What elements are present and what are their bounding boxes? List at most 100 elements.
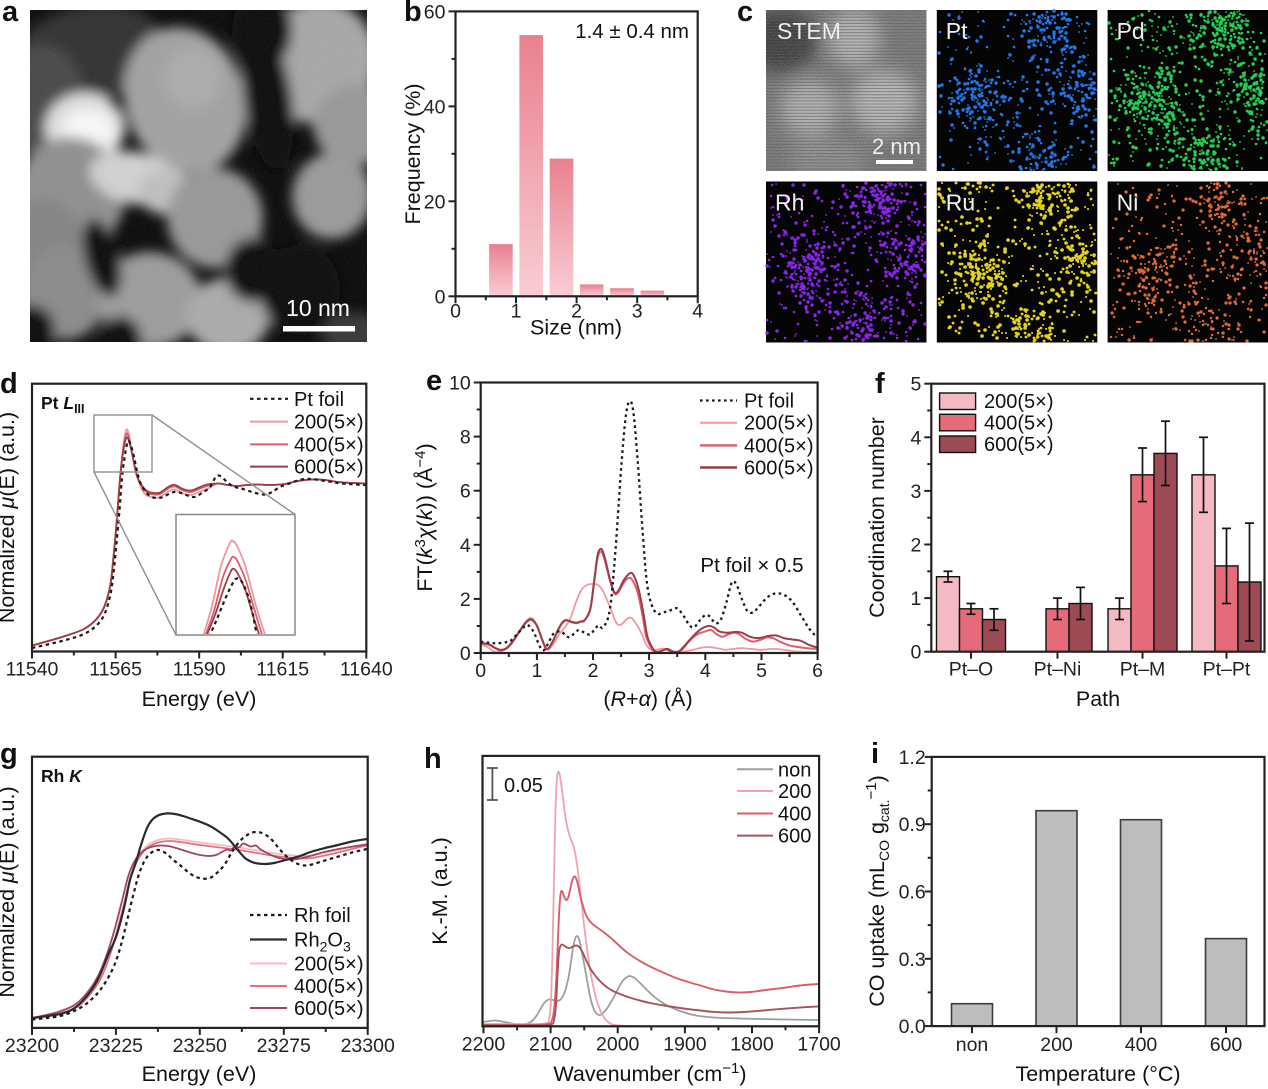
svg-text:11590: 11590 xyxy=(173,659,226,681)
svg-text:600: 600 xyxy=(1210,1034,1243,1056)
svg-text:0.0: 0.0 xyxy=(899,1016,926,1038)
svg-text:e: e xyxy=(426,365,442,397)
svg-text:0: 0 xyxy=(910,642,921,664)
svg-text:non: non xyxy=(778,759,811,781)
svg-text:2: 2 xyxy=(588,660,599,682)
svg-text:1: 1 xyxy=(531,660,542,682)
svg-text:Ni: Ni xyxy=(1117,190,1139,216)
svg-text:10 nm: 10 nm xyxy=(286,295,350,321)
svg-text:4: 4 xyxy=(910,427,921,449)
svg-text:Pt foil: Pt foil xyxy=(744,391,794,413)
svg-text:5: 5 xyxy=(756,660,767,682)
svg-text:Path: Path xyxy=(1076,687,1120,711)
svg-text:400: 400 xyxy=(1125,1034,1158,1056)
svg-text:11540: 11540 xyxy=(6,659,59,681)
svg-text:Pt foil: Pt foil xyxy=(294,389,344,411)
svg-text:0: 0 xyxy=(435,286,446,308)
svg-text:60: 60 xyxy=(424,1,446,23)
svg-text:600: 600 xyxy=(778,826,811,848)
svg-text:(R+α) (Å): (R+α) (Å) xyxy=(603,687,692,711)
svg-text:Rh K: Rh K xyxy=(41,766,83,786)
svg-text:11640: 11640 xyxy=(340,659,393,681)
svg-text:6: 6 xyxy=(460,481,471,503)
svg-text:2: 2 xyxy=(910,535,921,557)
svg-text:400(5×): 400(5×) xyxy=(744,435,814,457)
svg-text:23300: 23300 xyxy=(341,1035,395,1057)
svg-text:Pt LIII: Pt LIII xyxy=(41,393,85,416)
svg-text:2100: 2100 xyxy=(529,1033,573,1055)
svg-text:CO uptake (mLCO gcat.−1): CO uptake (mLCO gcat.−1) xyxy=(863,775,892,1007)
svg-text:0.3: 0.3 xyxy=(899,949,926,971)
svg-text:STEM: STEM xyxy=(777,18,841,44)
svg-text:200(5×): 200(5×) xyxy=(744,413,814,435)
svg-text:600(5×): 600(5×) xyxy=(744,458,814,480)
svg-text:400(5×): 400(5×) xyxy=(294,434,364,456)
svg-text:1: 1 xyxy=(910,588,921,610)
svg-text:Pt–O: Pt–O xyxy=(949,659,993,681)
svg-text:a: a xyxy=(2,0,19,28)
svg-text:1900: 1900 xyxy=(663,1033,707,1055)
svg-text:Ru: Ru xyxy=(946,190,975,216)
svg-text:1700: 1700 xyxy=(797,1033,841,1055)
svg-text:23250: 23250 xyxy=(173,1035,227,1057)
svg-text:0.6: 0.6 xyxy=(899,882,926,904)
svg-text:Pt–Pt: Pt–Pt xyxy=(1203,659,1251,681)
svg-text:f: f xyxy=(875,368,885,400)
svg-text:Pd: Pd xyxy=(1117,18,1145,44)
svg-text:2000: 2000 xyxy=(596,1033,640,1055)
svg-text:g: g xyxy=(0,738,18,770)
svg-text:3: 3 xyxy=(910,481,921,503)
svg-text:600(5×): 600(5×) xyxy=(984,434,1054,456)
svg-text:4: 4 xyxy=(692,300,703,322)
svg-text:1800: 1800 xyxy=(730,1033,774,1055)
svg-text:Pt: Pt xyxy=(946,18,968,44)
svg-text:0: 0 xyxy=(460,643,471,665)
svg-text:Rh foil: Rh foil xyxy=(294,905,351,927)
svg-text:400(5×): 400(5×) xyxy=(984,412,1054,434)
svg-text:200: 200 xyxy=(778,781,811,803)
svg-text:Size (nm): Size (nm) xyxy=(530,316,622,340)
svg-text:0.9: 0.9 xyxy=(899,814,926,836)
svg-text:Normalized μ(E) (a.u.): Normalized μ(E) (a.u.) xyxy=(0,786,19,997)
svg-text:11615: 11615 xyxy=(256,659,309,681)
svg-text:5: 5 xyxy=(910,374,921,396)
svg-text:Energy (eV): Energy (eV) xyxy=(142,1062,257,1086)
svg-text:d: d xyxy=(0,368,18,400)
svg-text:0: 0 xyxy=(450,300,461,322)
svg-text:Normalized μ(E) (a.u.): Normalized μ(E) (a.u.) xyxy=(0,412,19,623)
svg-text:40: 40 xyxy=(424,96,446,118)
svg-text:6: 6 xyxy=(812,660,823,682)
svg-text:200(5×): 200(5×) xyxy=(294,412,364,434)
svg-text:Energy (eV): Energy (eV) xyxy=(142,687,257,711)
svg-text:8: 8 xyxy=(460,427,471,449)
svg-text:400(5×): 400(5×) xyxy=(294,976,364,998)
svg-text:23200: 23200 xyxy=(5,1035,59,1057)
svg-text:c: c xyxy=(737,0,753,28)
svg-text:3: 3 xyxy=(632,300,643,322)
svg-text:K.-M. (a.u.): K.-M. (a.u.) xyxy=(428,837,452,945)
svg-text:non: non xyxy=(956,1034,989,1056)
svg-text:Wavenumber (cm−1): Wavenumber (cm−1) xyxy=(553,1060,746,1086)
svg-text:Rh: Rh xyxy=(775,190,804,216)
svg-text:i: i xyxy=(871,738,879,770)
svg-text:0: 0 xyxy=(475,660,486,682)
svg-text:Pt–M: Pt–M xyxy=(1120,659,1166,681)
svg-text:20: 20 xyxy=(424,191,446,213)
svg-text:Pt–Ni: Pt–Ni xyxy=(1034,659,1082,681)
svg-text:200(5×): 200(5×) xyxy=(294,954,364,976)
svg-text:Coordination number: Coordination number xyxy=(865,417,889,618)
svg-text:23275: 23275 xyxy=(257,1035,311,1057)
svg-text:Frequency (%): Frequency (%) xyxy=(401,84,425,225)
svg-text:2: 2 xyxy=(571,300,582,322)
svg-text:b: b xyxy=(404,0,422,28)
svg-text:10: 10 xyxy=(449,373,471,395)
svg-text:2200: 2200 xyxy=(462,1033,506,1055)
svg-text:1.4 ± 0.4 nm: 1.4 ± 0.4 nm xyxy=(575,20,689,43)
svg-text:11565: 11565 xyxy=(89,659,142,681)
svg-text:Temperature (°C): Temperature (°C) xyxy=(1015,1062,1180,1086)
svg-text:0.05: 0.05 xyxy=(504,775,543,797)
svg-text:FT(k3χ(k)) (Å−4): FT(k3χ(k)) (Å−4) xyxy=(412,443,437,591)
svg-text:h: h xyxy=(424,743,442,775)
svg-text:1.2: 1.2 xyxy=(899,747,926,769)
svg-text:200: 200 xyxy=(1040,1034,1073,1056)
